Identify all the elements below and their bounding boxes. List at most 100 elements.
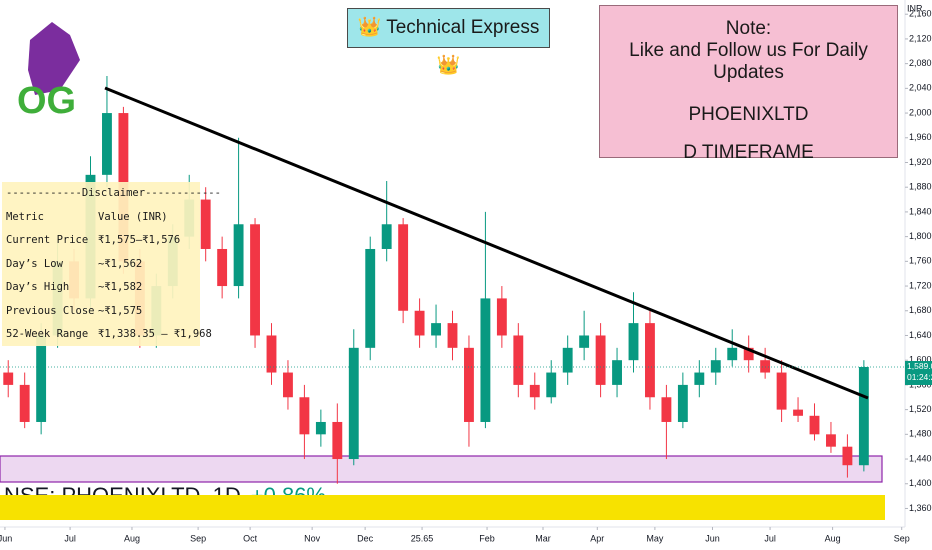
candle-body [677,384,688,422]
candle-body [250,224,260,336]
disclaimer-row: Day’s High ~₹1,582 [2,276,200,300]
candle-body [612,360,622,385]
y-tick-label: 1,960.00 [909,132,932,142]
candle-body [513,335,524,385]
y-tick-label: 1,840.00 [909,206,932,216]
x-tick-label: Sep [190,533,206,543]
x-tick-label: Dec [357,533,374,543]
candle-body [793,409,803,416]
candle-body [480,298,491,422]
disclaimer-value: ₹1,575–₹1,576 [98,234,181,246]
candle-body [710,360,721,373]
disclaimer-value: Value (INR) [98,210,168,223]
candle-body [283,372,293,398]
disclaimer-value: ~₹1,562 [98,257,143,270]
disclaimer-value: ~₹1,582 [98,281,143,293]
disclaimer-value: ~₹1,575 [98,304,143,317]
x-tick-label: 25.65 [411,533,434,543]
candle-body [299,397,310,435]
candle-body [200,199,211,249]
note-heading: Note: [725,18,772,39]
candle-body [431,323,441,336]
candle-body [217,248,228,287]
y-tick-label: 1,720.00 [909,280,932,290]
candle-body [348,347,359,460]
candle-body [447,323,458,348]
candle-body [595,335,606,385]
disclaimer-row: Current Price ₹1,575–₹1,576 [2,229,200,253]
note-symbol: PHOENIXLTD [688,104,809,125]
currency: INR [907,3,923,13]
candle-body [842,446,853,466]
x-tick-label: Aug [825,533,841,543]
candle-body [694,372,705,385]
note-text: Like and Follow us For Daily Updates [629,40,868,83]
x-tick-label: May [646,533,664,543]
disclaimer-row: Day’s Low ~₹1,562 [2,253,200,277]
y-tick-label: 2,040.00 [909,83,932,93]
note-timeframe: D TIMEFRAME [683,142,814,163]
note-box: Note: Like and Follow us For Daily Updat… [599,5,898,163]
candle-body [661,397,672,422]
candle-body [776,372,787,410]
x-tick-label: Nov [304,533,321,543]
candle-body [743,347,754,361]
candle-body [414,310,425,336]
candle-body [760,360,771,373]
x-tick-label: Jul [764,533,776,543]
y-tick-label: 1,640.00 [909,330,932,340]
candle-body [36,335,47,422]
candle-body [315,421,326,435]
disclaimer-row: Previous Close ~₹1,575 [2,300,200,324]
disclaimer-metric: 52-Week Range [6,328,89,340]
y-tick-label: 1,760.00 [909,256,932,266]
y-tick-label: 1,680.00 [909,305,932,315]
title-badge: 👑 Technical Express👑 [347,8,550,76]
y-tick-label: 2,080.00 [909,58,932,68]
disclaimer-row: 52-Week Range ₹1,338.35 – ₹1,968 [2,323,212,347]
disclaimer-metric: Metric [6,210,44,223]
last-price-label: 1,589.00 [907,361,932,371]
candle-body [332,421,343,460]
candle-body [727,347,738,361]
candle-body [826,434,836,447]
y-tick-label: 2,000.00 [909,107,932,117]
candle-body [464,347,474,422]
disclaimer-title: ------------Disclaimer------------ [6,187,221,199]
candle-body [19,384,30,422]
x-tick-label: Aug [124,533,140,543]
candle-body [579,335,590,348]
y-tick-label: 2,160.00 [909,9,932,19]
candle-body [529,384,540,398]
candle-body [645,323,655,398]
x-tick-label: Jun [705,533,720,543]
disclaimer-row: Metric Value (INR) [2,206,200,230]
ticker-band [0,495,885,520]
disclaimer-metric: Current Price [6,234,89,246]
disclaimer-value: ₹1,338.35 – ₹1,968 [98,328,212,340]
y-tick-label: 1,440.00 [909,453,932,463]
y-tick-label: 1,400.00 [909,478,932,488]
y-tick-label: 1,360.00 [909,503,932,513]
candle-body [381,224,392,249]
disclaimer-metric: Day’s High [6,281,70,293]
y-tick-label: 1,520.00 [909,404,932,414]
y-tick-label: 1,880.00 [909,182,932,192]
x-tick-label: Jun [0,533,12,543]
x-tick-label: Feb [479,533,495,543]
candle-body [546,372,557,398]
candle-body [102,113,112,175]
candle-body [562,347,573,373]
y-tick-label: 1,480.00 [909,429,932,439]
candle-body [266,335,277,373]
x-tick-label: Jul [64,533,76,543]
disclaimer: ------------Disclaimer------------ Metri… [2,182,221,347]
trendline [104,86,869,400]
x-tick-label: Mar [535,533,551,543]
candle-body [3,372,14,385]
support-zone [0,455,883,483]
disclaimer-metric: Day’s Low [6,257,63,270]
candle-body [858,366,869,466]
